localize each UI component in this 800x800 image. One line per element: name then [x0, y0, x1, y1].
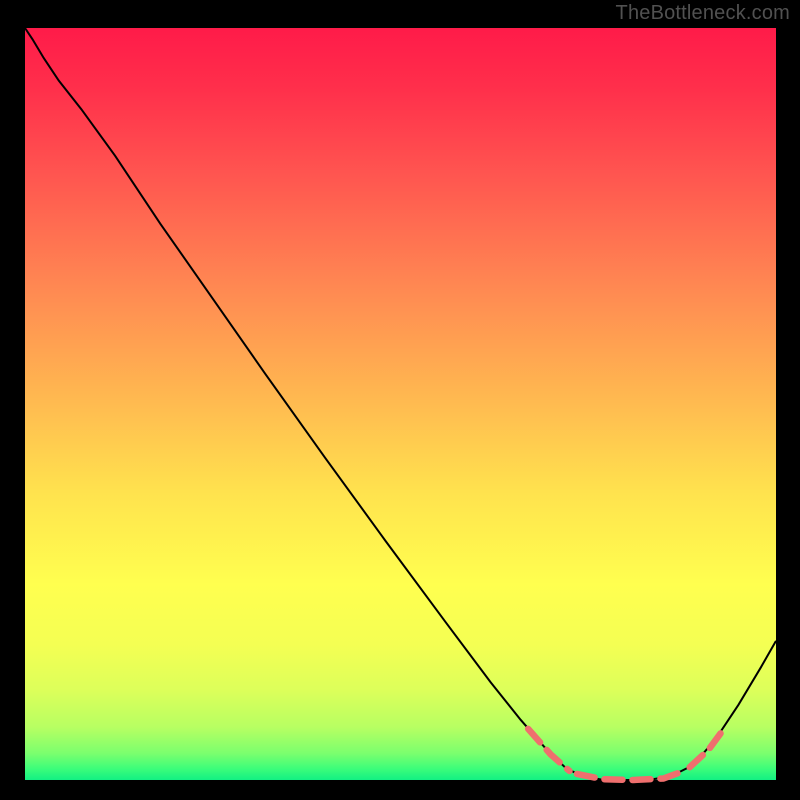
overlay-dash-segment: [690, 727, 725, 767]
optimal-range-overlay: [528, 727, 725, 780]
overlay-dash-segment: [577, 772, 680, 780]
bottleneck-curve: [25, 28, 776, 780]
curve-layer: [25, 28, 776, 780]
attribution-text: TheBottleneck.com: [616, 2, 790, 25]
chart-stage: TheBottleneck.com: [0, 0, 800, 800]
plot-area: [25, 28, 776, 780]
